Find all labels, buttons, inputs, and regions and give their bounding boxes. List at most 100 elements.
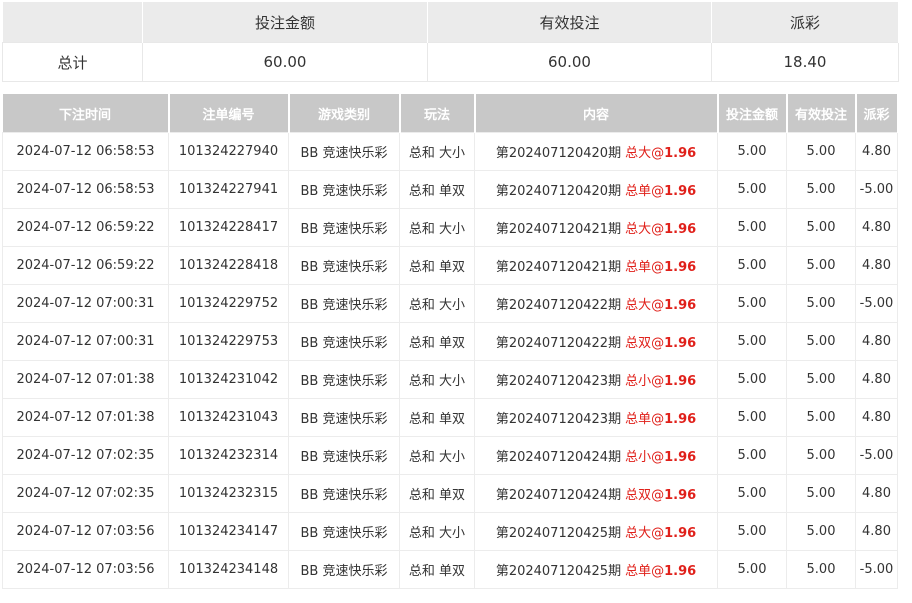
bet-amount: 5.00 bbox=[717, 474, 787, 513]
summary-header: 投注金额 有效投注 派彩 bbox=[2, 2, 899, 43]
bet-time: 2024-07-12 07:03:56 bbox=[2, 550, 169, 589]
table-row: 2024-07-12 07:03:56 101324234148 BB 竞速快乐彩总… bbox=[2, 550, 898, 589]
bet-time: 2024-07-12 07:00:31 bbox=[2, 284, 169, 323]
content-odds: 1.96 bbox=[664, 412, 697, 427]
valid-bet: 5.00 bbox=[786, 474, 856, 513]
summary-header-bet-amount: 投注金额 bbox=[142, 2, 428, 43]
bet-id: 101324234147 bbox=[168, 512, 289, 551]
payout: 4.80 bbox=[855, 512, 898, 551]
game-type: BB 竞速快乐彩 bbox=[288, 550, 400, 589]
bet-content: 第202407120422期 总大@1.96 bbox=[474, 284, 718, 323]
bet-content: 第202407120420期 总大@1.96 bbox=[474, 132, 718, 171]
bet-amount: 5.00 bbox=[717, 322, 787, 361]
bet-id: 101324229753 bbox=[168, 322, 289, 361]
bet-time: 2024-07-12 07:03:56 bbox=[2, 512, 169, 551]
summary-valid-bet: 60.00 bbox=[427, 42, 712, 82]
content-odds: 1.96 bbox=[664, 564, 697, 579]
valid-bet: 5.00 bbox=[786, 284, 856, 323]
payout: -5.00 bbox=[855, 436, 898, 475]
content-odds: 1.96 bbox=[664, 222, 697, 237]
valid-bet: 5.00 bbox=[786, 322, 856, 361]
bet-content: 第202407120424期 总小@1.96 bbox=[474, 436, 718, 475]
game-type: BB 竞速快乐彩 bbox=[288, 474, 400, 513]
bet-content: 第202407120425期 总大@1.96 bbox=[474, 512, 718, 551]
summary-table: 投注金额 有效投注 派彩 总计 60.00 60.00 18.40 bbox=[2, 2, 899, 82]
play-type: 总和 大小 bbox=[399, 284, 475, 323]
bet-time: 2024-07-12 06:58:53 bbox=[2, 132, 169, 171]
payout: 4.80 bbox=[855, 132, 898, 171]
play-type: 总和 单双 bbox=[399, 322, 475, 361]
bet-time: 2024-07-12 07:02:35 bbox=[2, 474, 169, 513]
play-type: 总和 大小 bbox=[399, 360, 475, 399]
bets-header-row: 下注时间 注单编号 游戏类别 玩法 内容 投注金额 有效投注 派彩 bbox=[2, 94, 899, 133]
bet-amount: 5.00 bbox=[717, 246, 787, 285]
column-header-payout: 派彩 bbox=[855, 94, 899, 133]
table-row: 2024-07-12 07:01:38 101324231042 BB 竞速快乐彩总… bbox=[2, 360, 898, 399]
bet-id: 101324227940 bbox=[168, 132, 289, 171]
content-at: @ bbox=[651, 450, 665, 465]
bet-amount: 5.00 bbox=[717, 132, 787, 171]
summary-header-payout: 派彩 bbox=[711, 2, 899, 43]
valid-bet: 5.00 bbox=[786, 360, 856, 399]
play-type: 总和 单双 bbox=[399, 170, 475, 209]
bet-amount: 5.00 bbox=[717, 550, 787, 589]
content-at: @ bbox=[651, 184, 665, 199]
content-at: @ bbox=[651, 298, 665, 313]
table-row: 2024-07-12 07:02:35 101324232314 BB 竞速快乐彩 总… bbox=[2, 436, 898, 475]
bet-content: 第202407120423期 总单@1.96 bbox=[474, 398, 718, 437]
content-period: 第202407120425期 bbox=[495, 564, 622, 579]
content-pick: 总小 bbox=[625, 374, 652, 389]
bet-time: 2024-07-12 06:58:53 bbox=[2, 170, 169, 209]
content-period: 第202407120420期 bbox=[495, 146, 622, 161]
bet-time: 2024-07-12 07:02:35 bbox=[2, 436, 169, 475]
summary-row: 总计 60.00 60.00 18.40 bbox=[2, 42, 899, 82]
game-type: BB 竞速快乐彩 bbox=[288, 322, 400, 361]
game-type: BB 竞速快乐彩 bbox=[288, 208, 400, 247]
bet-id: 101324231042 bbox=[168, 360, 289, 399]
bet-content: 第202407120421期 总单@1.96 bbox=[474, 246, 718, 285]
content-period: 第202407120424期 bbox=[495, 488, 622, 503]
content-pick: 总大 bbox=[625, 146, 652, 161]
game-type: BB 竞速快乐彩 bbox=[288, 436, 400, 475]
bet-amount: 5.00 bbox=[717, 170, 787, 209]
content-at: @ bbox=[651, 526, 665, 541]
valid-bet: 5.00 bbox=[786, 550, 856, 589]
game-type: BB 竞速快乐彩 bbox=[288, 170, 400, 209]
table-row: 2024-07-12 06:59:22 101324228418 BB 竞速快乐彩总… bbox=[2, 246, 898, 285]
bet-amount: 5.00 bbox=[717, 512, 787, 551]
bet-amount: 5.00 bbox=[717, 208, 787, 247]
content-odds: 1.96 bbox=[664, 488, 697, 503]
content-at: @ bbox=[651, 336, 665, 351]
play-type: 总和 大小 bbox=[399, 512, 475, 551]
content-at: @ bbox=[651, 146, 665, 161]
valid-bet: 5.00 bbox=[786, 132, 856, 171]
column-header-content: 内容 bbox=[474, 94, 719, 133]
play-type: 总和 单双 bbox=[399, 550, 475, 589]
bet-content: 第202407120422期 总双@1.96 bbox=[474, 322, 718, 361]
bet-id: 101324232314 bbox=[168, 436, 289, 475]
bet-time: 2024-07-12 06:59:22 bbox=[2, 246, 169, 285]
valid-bet: 5.00 bbox=[786, 170, 856, 209]
content-period: 第202407120423期 bbox=[495, 412, 622, 427]
content-pick: 总小 bbox=[625, 450, 652, 465]
content-odds: 1.96 bbox=[664, 374, 697, 389]
content-at: @ bbox=[651, 488, 665, 503]
content-odds: 1.96 bbox=[664, 336, 697, 351]
table-row: 2024-07-12 07:02:35 101324232315 BB 竞速快乐彩总… bbox=[2, 474, 898, 513]
bet-content: 第202407120423期 总小@1.96 bbox=[474, 360, 718, 399]
content-at: @ bbox=[651, 222, 665, 237]
payout: -5.00 bbox=[855, 170, 898, 209]
table-row: 2024-07-12 07:03:56 101324234147 BB 竞速快乐彩总… bbox=[2, 512, 898, 551]
bet-amount: 5.00 bbox=[717, 284, 787, 323]
valid-bet: 5.00 bbox=[786, 398, 856, 437]
valid-bet: 5.00 bbox=[786, 436, 856, 475]
content-pick: 总单 bbox=[625, 184, 652, 199]
summary-payout: 18.40 bbox=[711, 42, 899, 82]
game-type: BB 竞速快乐彩 bbox=[288, 360, 400, 399]
bet-id: 101324232315 bbox=[168, 474, 289, 513]
game-type: BB 竞速快乐彩 bbox=[288, 284, 400, 323]
column-header-valid-bet: 有效投注 bbox=[786, 94, 857, 133]
bet-amount: 5.00 bbox=[717, 436, 787, 475]
payout: 4.80 bbox=[855, 322, 898, 361]
game-type: BB 竞速快乐彩 bbox=[288, 512, 400, 551]
